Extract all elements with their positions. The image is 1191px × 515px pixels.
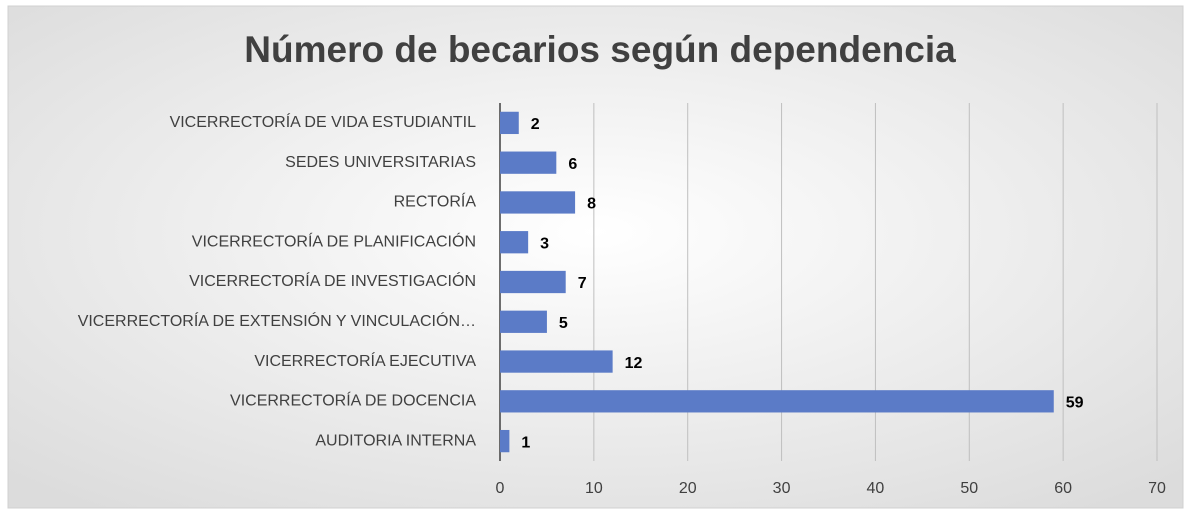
bar <box>500 310 547 333</box>
chart-background <box>7 5 1184 509</box>
bar <box>500 390 1054 413</box>
data-label: 8 <box>587 196 596 213</box>
chart-title: Número de becarios según dependencia <box>244 29 956 70</box>
data-label: 12 <box>625 355 643 372</box>
data-label: 59 <box>1066 395 1084 412</box>
bar <box>500 191 576 214</box>
bar <box>500 350 613 373</box>
bar <box>500 151 557 174</box>
bar <box>500 429 510 453</box>
y-tick-label: VICERRECTORÍA DE INVESTIGACIÓN <box>189 271 476 290</box>
x-tick-label: 10 <box>585 480 603 497</box>
x-tick-label: 30 <box>773 480 791 497</box>
y-tick-label: VICERRECTORÍA DE PLANIFICACIÓN <box>192 231 476 250</box>
y-tick-label: VICERRECTORÍA DE DOCENCIA <box>230 391 476 410</box>
data-label: 6 <box>568 156 577 173</box>
y-tick-label: RECTORÍA <box>394 192 477 211</box>
data-label: 7 <box>578 275 587 292</box>
x-tick-label: 40 <box>867 480 885 497</box>
y-tick-label: SEDES UNIVERSITARIAS <box>285 154 476 171</box>
x-tick-label: 50 <box>960 480 978 497</box>
data-label: 2 <box>531 116 540 133</box>
x-tick-label: 60 <box>1054 480 1072 497</box>
data-label: 1 <box>521 434 530 451</box>
y-tick-label: VICERRECTORÍA DE VIDA ESTUDIANTIL <box>170 112 477 131</box>
x-tick-label: 20 <box>679 480 697 497</box>
bar <box>500 270 566 294</box>
data-label: 5 <box>559 315 568 332</box>
x-tick-label: 0 <box>496 480 505 497</box>
x-tick-label: 70 <box>1148 480 1166 497</box>
bar <box>500 111 519 135</box>
y-tick-label: VICERRECTORÍA EJECUTIVA <box>254 351 476 370</box>
bar <box>500 231 529 254</box>
y-tick-label: VICERRECTORÍA DE EXTENSIÓN Y VINCULACIÓN… <box>78 311 476 330</box>
data-label: 3 <box>540 235 549 252</box>
y-tick-label: AUDITORIA INTERNA <box>315 432 476 449</box>
